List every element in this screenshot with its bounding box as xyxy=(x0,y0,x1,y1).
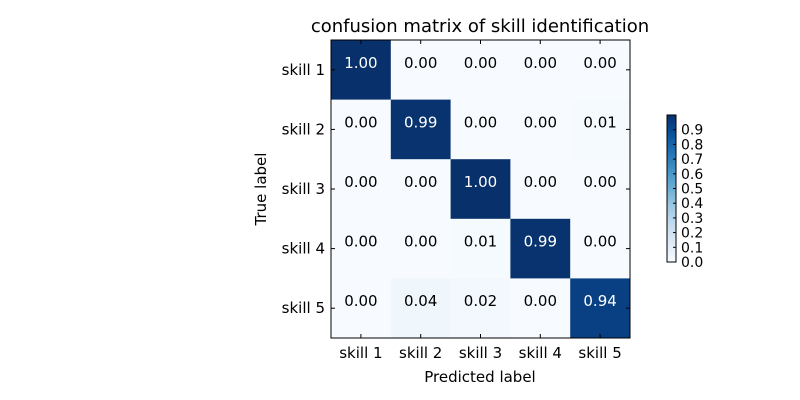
heatmap-cell xyxy=(390,159,452,220)
y-tick-label: skill 2 xyxy=(282,120,325,138)
cell-value-label: 0.99 xyxy=(524,233,557,251)
heatmap-cell xyxy=(510,159,571,220)
x-tick-label: skill 5 xyxy=(578,344,621,362)
cell-value-label: 0.00 xyxy=(344,233,377,251)
heatmap-cell xyxy=(331,278,392,339)
cell-value-label: 1.00 xyxy=(344,54,377,72)
colorbar-tick-label: 0.1 xyxy=(681,240,703,256)
cell-value-label: 0.00 xyxy=(524,292,557,310)
cell-value-label: 0.00 xyxy=(404,54,437,72)
cell-value-label: 0.00 xyxy=(524,173,557,191)
heatmap-cells: 1.00 0.00 0.00 0.00 0.00 0.00 0.99 0.00 0.00 0.01… xyxy=(331,40,631,339)
heatmap-cell xyxy=(510,218,571,279)
y-tick-label: skill 5 xyxy=(282,299,325,317)
cell-value-label: 0.00 xyxy=(464,113,497,131)
heatmap-cell xyxy=(510,99,571,160)
colorbar-tick-label: 0.8 xyxy=(681,137,703,153)
cell-value-label: 0.00 xyxy=(583,233,616,251)
cell-value-label: 0.00 xyxy=(404,173,437,191)
y-tick-label: skill 4 xyxy=(282,240,325,258)
colorbar-tick-label: 0.4 xyxy=(681,196,703,212)
heatmap-cell xyxy=(450,159,511,220)
heatmap-cell xyxy=(390,218,452,279)
heatmap-cell xyxy=(570,278,631,339)
heatmap-cell xyxy=(331,218,392,279)
colorbar-tick-label: 0.5 xyxy=(681,182,703,198)
y-tick-labels: skill 1 skill 2 skill 3 skill 4 skill 5 xyxy=(282,61,325,317)
colorbar-tick-label: 0.2 xyxy=(681,226,703,242)
x-tick-label: skill 1 xyxy=(339,344,382,362)
colorbar-tick-label: 0.9 xyxy=(681,123,703,139)
cell-value-label: 0.00 xyxy=(344,292,377,310)
heatmap-cell xyxy=(570,40,631,101)
cell-value-label: 1.00 xyxy=(464,173,497,191)
cell-value-label: 0.00 xyxy=(583,54,616,72)
x-tick-label: skill 4 xyxy=(519,344,562,362)
y-axis-label: True label xyxy=(252,153,270,227)
y-tick-label: skill 1 xyxy=(282,61,325,79)
x-tick-label: skill 2 xyxy=(399,344,442,362)
cell-value-label: 0.94 xyxy=(583,292,616,310)
heatmap-cell xyxy=(450,278,511,339)
heatmap-cell xyxy=(331,159,392,220)
heatmap-cell xyxy=(390,99,452,160)
cell-value-label: 0.00 xyxy=(404,233,437,251)
colorbar-tick-label: 0.7 xyxy=(681,152,703,168)
heatmap-cell xyxy=(510,40,571,101)
chart-title: confusion matrix of skill identification xyxy=(311,16,649,37)
heatmap-cell xyxy=(390,278,452,339)
heatmap-cell xyxy=(570,159,631,220)
x-axis-label: Predicted label xyxy=(424,368,535,386)
colorbar-tick-label: 0.6 xyxy=(681,167,703,183)
cell-value-label: 0.00 xyxy=(583,173,616,191)
heatmap-cell xyxy=(510,278,571,339)
cell-value-label: 0.04 xyxy=(404,292,437,310)
heatmap-cell xyxy=(450,40,511,101)
heatmap-cell xyxy=(331,99,392,160)
cell-value-label: 0.00 xyxy=(344,173,377,191)
axis-ticks xyxy=(331,40,630,338)
colorbar-ticks: 0.00.10.20.30.40.50.60.70.80.9 xyxy=(673,123,703,271)
colorbar-tick-label: 0.3 xyxy=(681,211,703,227)
heatmap-cell xyxy=(450,99,511,160)
heatmap-cell xyxy=(570,99,631,160)
y-tick-label: skill 3 xyxy=(282,180,325,198)
cell-value-label: 0.01 xyxy=(583,113,616,131)
heatmap-cell xyxy=(570,218,631,279)
x-tick-label: skill 3 xyxy=(459,344,502,362)
colorbar-tick-label: 0.0 xyxy=(681,255,703,271)
cell-value-label: 0.00 xyxy=(524,113,557,131)
cell-value-label: 0.02 xyxy=(464,292,497,310)
cell-value-label: 0.99 xyxy=(404,113,437,131)
x-tick-labels: skill 1 skill 2 skill 3 skill 4 skill 5 xyxy=(339,344,622,362)
cell-value-label: 0.00 xyxy=(524,54,557,72)
cell-value-label: 0.01 xyxy=(464,233,497,251)
heatmap-cell xyxy=(331,40,392,101)
cell-value-label: 0.00 xyxy=(344,113,377,131)
heatmap-cell xyxy=(390,40,452,101)
cell-value-label: 0.00 xyxy=(464,54,497,72)
heatmap-cell xyxy=(450,218,511,279)
